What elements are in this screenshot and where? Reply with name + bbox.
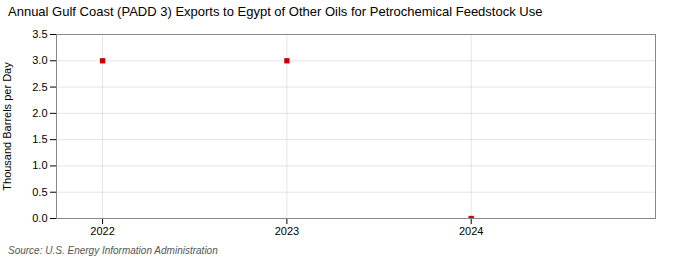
svg-text:Thousand Barrels per Day: Thousand Barrels per Day xyxy=(1,62,13,191)
svg-text:2024: 2024 xyxy=(459,225,483,237)
svg-text:2.5: 2.5 xyxy=(32,81,47,93)
svg-text:1.5: 1.5 xyxy=(32,133,47,145)
html-text:Source: U.S. Energy Informatio: Source: U.S. Energy Information Administ… xyxy=(8,245,218,256)
svg-text:2023: 2023 xyxy=(275,225,299,237)
svg-text:0.5: 0.5 xyxy=(32,186,47,198)
svg-text:0.0: 0.0 xyxy=(32,212,47,224)
svg-text:2022: 2022 xyxy=(90,225,114,237)
svg-text:1.0: 1.0 xyxy=(32,159,47,171)
svg-text:2.0: 2.0 xyxy=(32,107,47,119)
svg-text:3.5: 3.5 xyxy=(32,28,47,40)
svg-text:3.0: 3.0 xyxy=(32,54,47,66)
html-text:Annual Gulf Coast (PADD 3) Exp: Annual Gulf Coast (PADD 3) Exports to Eg… xyxy=(8,4,543,19)
